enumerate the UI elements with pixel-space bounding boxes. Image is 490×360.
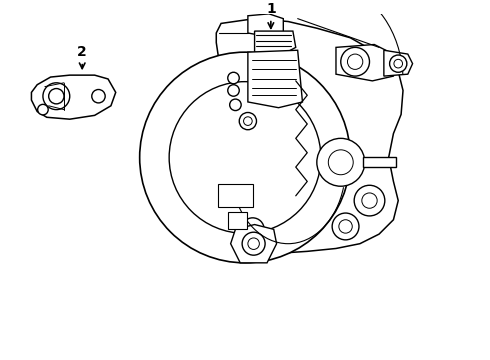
Circle shape [317,138,365,186]
Circle shape [390,55,407,72]
Circle shape [244,117,252,125]
Polygon shape [255,31,296,54]
Circle shape [169,82,321,233]
Circle shape [242,232,265,255]
Polygon shape [384,50,413,76]
Bar [218,184,253,207]
Polygon shape [214,19,403,253]
Circle shape [362,193,377,208]
Circle shape [43,83,70,109]
Text: 2: 2 [77,45,87,59]
Circle shape [228,85,239,96]
Circle shape [38,104,48,115]
Circle shape [248,238,259,249]
Polygon shape [31,75,116,119]
Polygon shape [248,50,302,108]
Bar [363,157,396,167]
Circle shape [341,48,369,76]
Circle shape [347,54,363,69]
Circle shape [328,150,353,175]
Circle shape [332,213,359,240]
Circle shape [92,90,105,103]
Circle shape [241,218,264,241]
Circle shape [230,99,241,111]
Circle shape [140,52,350,263]
Circle shape [49,89,64,104]
Bar [228,212,247,229]
Text: 1: 1 [266,2,276,16]
Circle shape [339,220,352,233]
Circle shape [354,185,385,216]
Polygon shape [248,14,283,37]
Circle shape [239,112,256,130]
Polygon shape [336,45,393,81]
Circle shape [228,72,239,84]
Circle shape [394,59,403,68]
Polygon shape [231,225,276,263]
